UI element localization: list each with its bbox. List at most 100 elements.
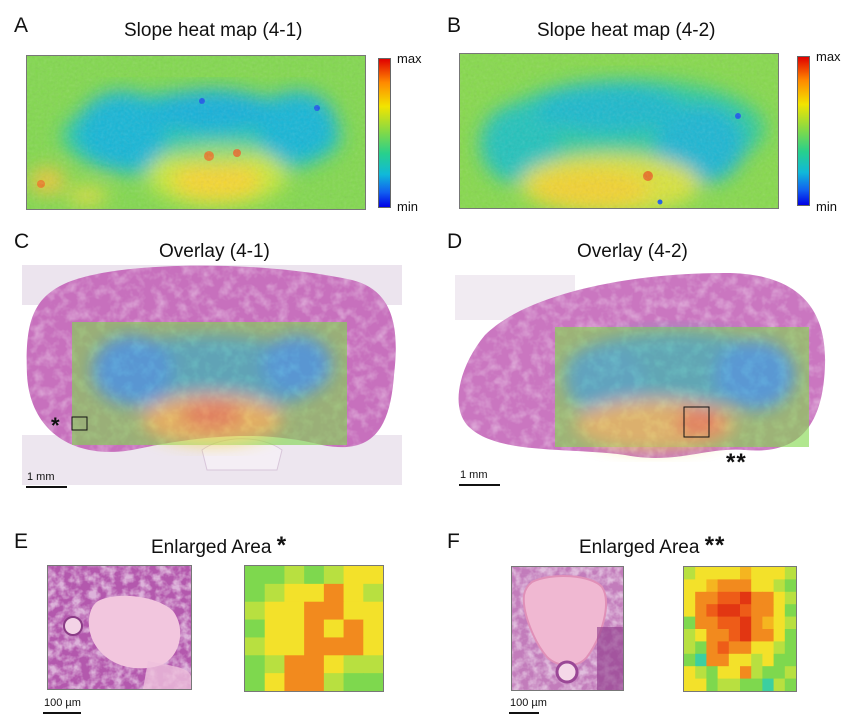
- colorbar-b: [797, 56, 810, 206]
- heat-cell: [706, 567, 719, 580]
- heatmap-4-2: [459, 53, 779, 209]
- heat-cell: [684, 567, 696, 580]
- heat-cell: [784, 579, 796, 593]
- heat-cell: [264, 566, 285, 585]
- heat-cell: [284, 655, 305, 674]
- heat-cell: [695, 653, 707, 667]
- heat-cell: [695, 567, 707, 580]
- heat-cell: [363, 619, 383, 638]
- panel-d-scale-bar: [459, 484, 500, 486]
- heat-cell: [740, 591, 752, 605]
- heat-cell: [245, 673, 266, 691]
- heat-cell: [728, 604, 741, 618]
- heat-cell: [343, 655, 364, 674]
- heat-cell: [784, 678, 796, 691]
- heat-cell: [684, 604, 696, 618]
- heat-cell: [323, 637, 345, 656]
- heat-cell: [323, 583, 345, 603]
- heat-cell: [784, 666, 796, 680]
- heat-cell: [706, 678, 719, 691]
- panel-f-title-text: Enlarged Area: [579, 537, 700, 558]
- panel-b-title: Slope heat map (4-2): [537, 20, 716, 41]
- panel-f-title: Enlarged Area **: [579, 532, 725, 560]
- heat-cell: [728, 641, 741, 655]
- heat-cell: [751, 641, 763, 655]
- heat-cell: [304, 637, 325, 656]
- heat-cell: [717, 591, 730, 605]
- heat-cell: [304, 619, 325, 638]
- panel-e-title-text: Enlarged Area: [151, 537, 272, 558]
- heat-cell: [706, 653, 719, 667]
- heat-cell: [343, 619, 364, 638]
- heat-cell: [284, 673, 305, 691]
- colorbar-a-min-label: min: [397, 199, 418, 214]
- heat-cell: [717, 666, 730, 680]
- heat-cell: [684, 579, 696, 593]
- heat-cell: [706, 641, 719, 655]
- heat-cell: [684, 591, 696, 605]
- heat-cell: [284, 601, 305, 621]
- panel-e-title: Enlarged Area *: [151, 532, 287, 560]
- panel-e-scale-bar: [43, 712, 81, 714]
- panel-e-scale-label: 100 µm: [44, 697, 81, 709]
- heat-cell: [773, 579, 786, 593]
- heat-cell: [773, 653, 786, 667]
- heat-cell: [728, 653, 741, 667]
- panel-a-title: Slope heat map (4-1): [124, 20, 303, 41]
- heat-cell: [762, 591, 775, 605]
- heat-cell: [245, 601, 266, 621]
- panel-d-scale-label: 1 mm: [460, 469, 488, 481]
- heat-cell: [284, 583, 305, 603]
- panel-d-title: Overlay (4-2): [577, 241, 688, 262]
- heat-cell: [304, 566, 325, 585]
- heat-cell: [695, 604, 707, 618]
- heat-cell: [784, 653, 796, 667]
- heat-cell: [728, 666, 741, 680]
- colorbar-a: [378, 58, 391, 208]
- heat-cell: [264, 601, 285, 621]
- heat-cell: [762, 666, 775, 680]
- heat-cell: [784, 629, 796, 642]
- panel-f-scale-label: 100 µm: [510, 697, 547, 709]
- heat-cell: [740, 629, 752, 642]
- panel-e-title-marker: *: [276, 532, 288, 559]
- heat-cell: [363, 673, 383, 691]
- heat-cell: [717, 653, 730, 667]
- heat-cell: [695, 591, 707, 605]
- heat-cell: [728, 591, 741, 605]
- heat-cell: [762, 604, 775, 618]
- panel-label-c: C: [14, 230, 30, 253]
- heat-cell: [773, 591, 786, 605]
- heat-cell: [773, 678, 786, 691]
- heat-cell: [784, 616, 796, 630]
- heat-cell: [751, 579, 763, 593]
- panel-label-f: F: [447, 530, 460, 553]
- heat-cell: [245, 583, 266, 603]
- heat-cell: [751, 653, 763, 667]
- heat-cell: [264, 619, 285, 638]
- heat-cell: [706, 666, 719, 680]
- heat-cell: [717, 604, 730, 618]
- heat-cell: [762, 629, 775, 642]
- heat-cell: [264, 673, 285, 691]
- heat-cell: [784, 604, 796, 618]
- heat-cell: [363, 566, 383, 585]
- heat-cell: [740, 641, 752, 655]
- enlarged-histology-e: [47, 565, 192, 690]
- heat-cell: [695, 666, 707, 680]
- heat-cell: [363, 655, 383, 674]
- heat-cell: [773, 641, 786, 655]
- heat-cell: [684, 678, 696, 691]
- heat-cell: [706, 591, 719, 605]
- panel-c-scale-bar: [26, 486, 67, 488]
- heat-cell: [695, 678, 707, 691]
- heat-cell: [304, 601, 325, 621]
- panel-label-d: D: [447, 230, 463, 253]
- heat-cell: [717, 567, 730, 580]
- heat-cell: [751, 629, 763, 642]
- heat-cell: [740, 616, 752, 630]
- heat-cell: [343, 637, 364, 656]
- heat-cell: [284, 619, 305, 638]
- heat-cell: [343, 601, 364, 621]
- heat-cell: [684, 666, 696, 680]
